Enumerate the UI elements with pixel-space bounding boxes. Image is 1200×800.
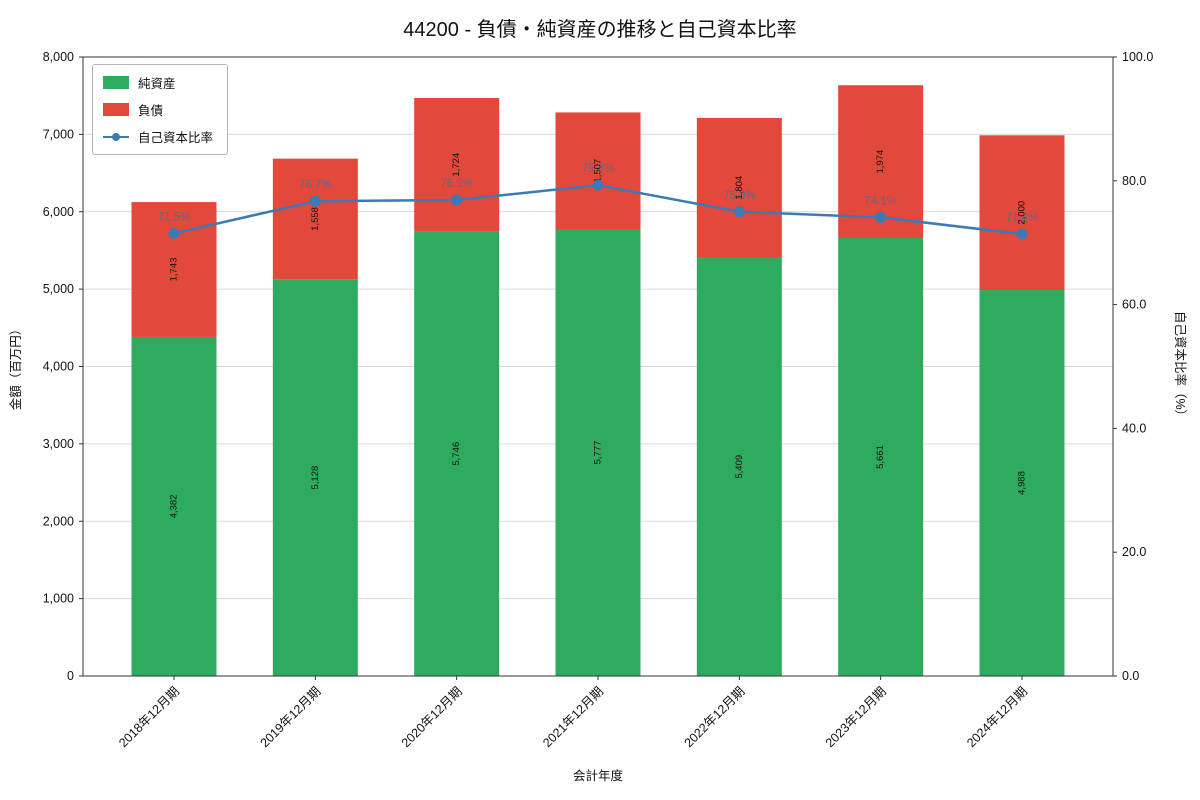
bar-value-label-liabilities: 1,974 (875, 150, 886, 174)
equity-ratio-marker (451, 194, 463, 206)
x-tick-label: 2022年12月期 (682, 684, 748, 750)
bar-segment-net-assets (131, 336, 217, 676)
y-left-tick-label: 6,000 (43, 205, 74, 219)
equity-ratio-label: 71.5% (158, 211, 191, 223)
y-right-tick-label: 60.0 (1122, 298, 1146, 312)
bar-segment-liabilities (696, 117, 782, 258)
legend-label-liabilities: 負債 (138, 104, 164, 118)
equity-ratio-label: 75.0% (723, 190, 756, 202)
bar-value-label-liabilities: 1,507 (593, 159, 604, 183)
bar-segment-liabilities (131, 202, 217, 337)
equity-ratio-marker (733, 206, 745, 218)
x-tick-label: 2019年12月期 (258, 684, 324, 750)
bar-value-label-net-assets: 5,409 (734, 455, 745, 479)
equity-ratio-label: 76.7% (299, 179, 332, 191)
equity-ratio-label: 74.1% (864, 195, 897, 207)
y-left-axis-title: 金額（百万円） (8, 323, 23, 411)
bar-value-label-liabilities: 2,000 (1017, 201, 1028, 225)
bar-value-label-liabilities: 1,804 (734, 176, 745, 200)
x-tick-label: 2023年12月期 (823, 684, 889, 750)
bar-segment-net-assets (696, 257, 782, 676)
equity-ratio-label: 79.3% (582, 163, 615, 175)
x-tick-label: 2021年12月期 (540, 684, 606, 750)
bar-value-label-net-assets: 5,661 (875, 445, 886, 469)
liabilities-swatch-icon (103, 103, 129, 116)
y-right-tick-label: 100.0 (1122, 50, 1153, 64)
y-right-tick-label: 80.0 (1122, 174, 1146, 188)
x-tick-label: 2020年12月期 (399, 684, 465, 750)
y-right-tick-label: 40.0 (1122, 421, 1146, 435)
y-left-tick-label: 4,000 (43, 360, 74, 374)
bar-segment-net-assets (272, 279, 358, 676)
legend-item-liabilities: 負債 (103, 100, 213, 119)
y-right-axis-title: 自己資本比率（%） (1173, 311, 1188, 422)
legend-label-equity-ratio: 自己資本比率 (138, 131, 214, 145)
equity-ratio-marker (1016, 228, 1028, 240)
bar-value-label-liabilities: 1,724 (451, 153, 462, 177)
y-left-tick-label: 7,000 (43, 127, 74, 141)
equity-ratio-marker (309, 195, 321, 207)
bar-segment-liabilities (414, 98, 500, 232)
y-left-tick-label: 8,000 (43, 50, 74, 64)
legend-label-net-assets: 純資産 (138, 77, 176, 91)
bar-segment-net-assets (555, 229, 641, 676)
net-assets-swatch-icon (103, 76, 129, 89)
y-right-tick-label: 20.0 (1122, 545, 1146, 559)
equity-ratio-marker (875, 211, 887, 223)
bar-value-label-net-assets: 5,128 (310, 466, 321, 490)
y-right-tick-label: 0.0 (1122, 669, 1139, 683)
x-tick-label: 2024年12月期 (964, 684, 1030, 750)
bar-segment-net-assets (414, 231, 500, 676)
bar-segment-liabilities (272, 158, 358, 280)
bar-value-label-liabilities: 1,558 (310, 207, 321, 231)
legend-item-net-assets: 純資産 (103, 73, 213, 92)
legend: 純資産 負債 自己資本比率 (92, 64, 229, 155)
equity-ratio-label: 76.9% (440, 178, 473, 190)
y-left-tick-label: 1,000 (43, 592, 74, 606)
equity-ratio-marker (592, 179, 604, 191)
chart-title: 44200 - 負債・純資産の推移と自己資本比率 (403, 19, 797, 41)
y-left-tick-label: 3,000 (43, 437, 74, 451)
bar-segment-liabilities (555, 112, 641, 230)
bar-value-label-net-assets: 4,382 (169, 495, 180, 519)
bar-segment-net-assets (838, 237, 924, 677)
bar-value-label-net-assets: 5,746 (451, 442, 462, 466)
bar-segment-net-assets (979, 290, 1065, 676)
y-left-tick-label: 5,000 (43, 282, 74, 296)
x-axis-title: 会計年度 (573, 768, 624, 783)
y-left-tick-label: 0 (67, 669, 74, 683)
bar-value-label-liabilities: 1,743 (169, 258, 180, 282)
x-tick-label: 2018年12月期 (116, 684, 182, 750)
equity-ratio-swatch-icon (103, 130, 129, 143)
bar-segment-liabilities (979, 135, 1065, 291)
equity-ratio-marker (168, 227, 180, 239)
legend-item-equity-ratio: 自己資本比率 (103, 127, 213, 146)
bar-value-label-net-assets: 4,988 (1017, 471, 1028, 495)
y-left-tick-label: 2,000 (43, 514, 74, 528)
bar-value-label-net-assets: 5,777 (593, 441, 604, 465)
equity-ratio-label: 71.4% (1006, 212, 1039, 224)
